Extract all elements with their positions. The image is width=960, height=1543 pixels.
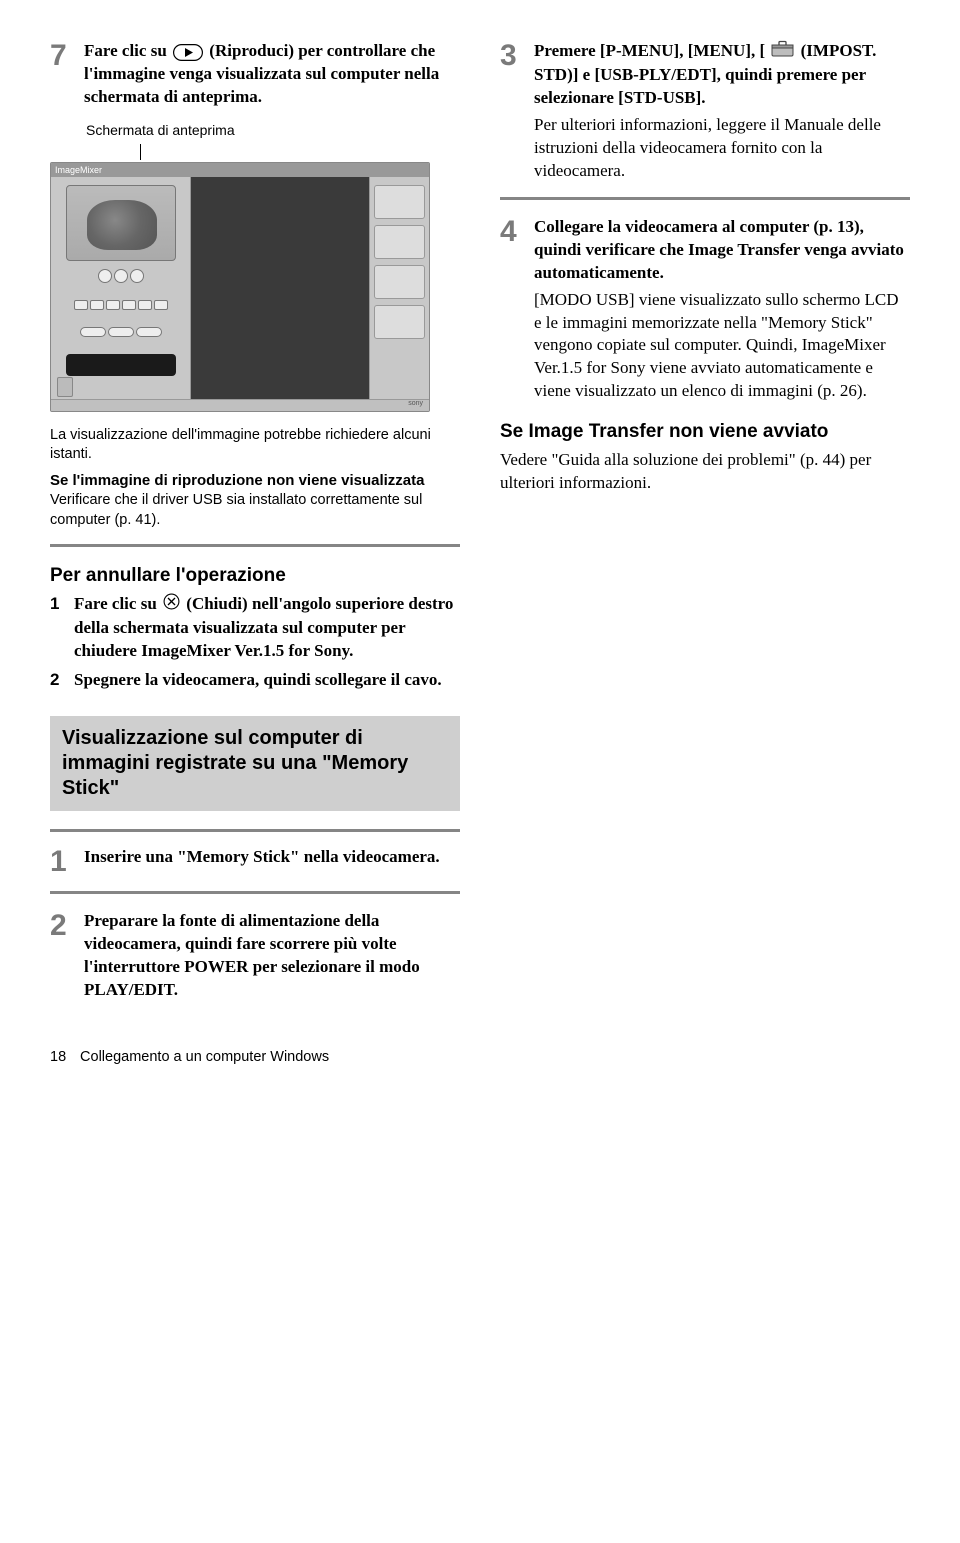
- step-2: 2 Preparare la fonte di alimentazione de…: [50, 910, 460, 1002]
- close-icon: [163, 593, 180, 617]
- cancel-item-2: 2 Spegnere la videocamera, quindi scolle…: [50, 669, 460, 692]
- step-2-body: Preparare la fonte di alimentazione dell…: [84, 910, 460, 1002]
- list-number: 2: [50, 669, 74, 692]
- left-column: 7 Fare clic su (Riproduci) per controlla…: [50, 40, 460, 1014]
- divider: [50, 829, 460, 832]
- footer-section: Collegamento a un computer Windows: [80, 1049, 329, 1065]
- step-4-body: Collegare la videocamera al computer (p.…: [534, 216, 910, 404]
- right-column: 3 Premere [P-MENU], [MENU], [ (IMPOST. S…: [500, 40, 910, 1014]
- screenshot-caption: Schermata di anteprima: [86, 121, 460, 140]
- step3-sub: Per ulteriori informazioni, leggere il M…: [534, 114, 910, 183]
- step-4: 4 Collegare la videocamera al computer (…: [500, 216, 910, 404]
- page-footer: 18 Collegamento a un computer Windows: [50, 1048, 910, 1068]
- step4-sub: [MODO USB] viene visualizzato sullo sche…: [534, 289, 910, 404]
- step-1: 1 Inserire una "Memory Stick" nella vide…: [50, 846, 460, 878]
- step-7-body: Fare clic su (Riproduci) per controllare…: [84, 40, 460, 109]
- cancel-1-text: Fare clic su (Chiudi) nell'angolo superi…: [74, 593, 460, 663]
- list-number: 1: [50, 593, 74, 663]
- cancel-heading: Per annullare l'operazione: [50, 563, 460, 589]
- step-1-body: Inserire una "Memory Stick" nella videoc…: [84, 846, 460, 878]
- imagemixer-screenshot: ImageMixer: [50, 162, 430, 412]
- divider: [500, 197, 910, 200]
- sub-note-block: Se l'immagine di riproduzione non viene …: [50, 471, 460, 530]
- cancel-2-text: Spegnere la videocamera, quindi scollega…: [74, 669, 460, 692]
- step4-head: Collegare la videocamera al computer (p.…: [534, 217, 904, 282]
- step-number-3: 3: [500, 40, 534, 183]
- caption-pointer: [140, 144, 141, 160]
- step-7: 7 Fare clic su (Riproduci) per controlla…: [50, 40, 460, 109]
- sub2-heading: Se Image Transfer non viene avviato: [500, 419, 910, 445]
- note-visualization: La visualizzazione dell'immagine potrebb…: [50, 426, 460, 465]
- step-3-body: Premere [P-MENU], [MENU], [ (IMPOST. STD…: [534, 40, 910, 183]
- divider: [50, 544, 460, 547]
- toolbox-icon: [771, 40, 794, 64]
- step-number-2: 2: [50, 910, 84, 1002]
- step-3: 3 Premere [P-MENU], [MENU], [ (IMPOST. S…: [500, 40, 910, 183]
- step-number-1: 1: [50, 846, 84, 878]
- play-icon: [173, 44, 203, 61]
- sub1-body: Verificare che il driver USB sia install…: [50, 491, 460, 530]
- step-number-4: 4: [500, 216, 534, 404]
- divider: [50, 891, 460, 894]
- sub2-body: Vedere "Guida alla soluzione dei problem…: [500, 449, 910, 495]
- sub1-heading: Se l'immagine di riproduzione non viene …: [50, 471, 460, 491]
- step3-a: Premere [P-MENU], [MENU], [: [534, 41, 765, 60]
- cancel-item-1: 1 Fare clic su (Chiudi) nell'angolo supe…: [50, 593, 460, 663]
- step-number-7: 7: [50, 40, 84, 109]
- screenshot-titlebar: ImageMixer: [51, 163, 429, 177]
- cancel1-a: Fare clic su: [74, 594, 161, 613]
- page-number: 18: [50, 1048, 76, 1068]
- sub2-block: Se Image Transfer non viene avviato Vede…: [500, 419, 910, 495]
- cancel-list: 1 Fare clic su (Chiudi) nell'angolo supe…: [50, 593, 460, 692]
- step7-text-a: Fare clic su: [84, 41, 171, 60]
- memory-stick-section-head: Visualizzazione sul computer di immagini…: [50, 716, 460, 811]
